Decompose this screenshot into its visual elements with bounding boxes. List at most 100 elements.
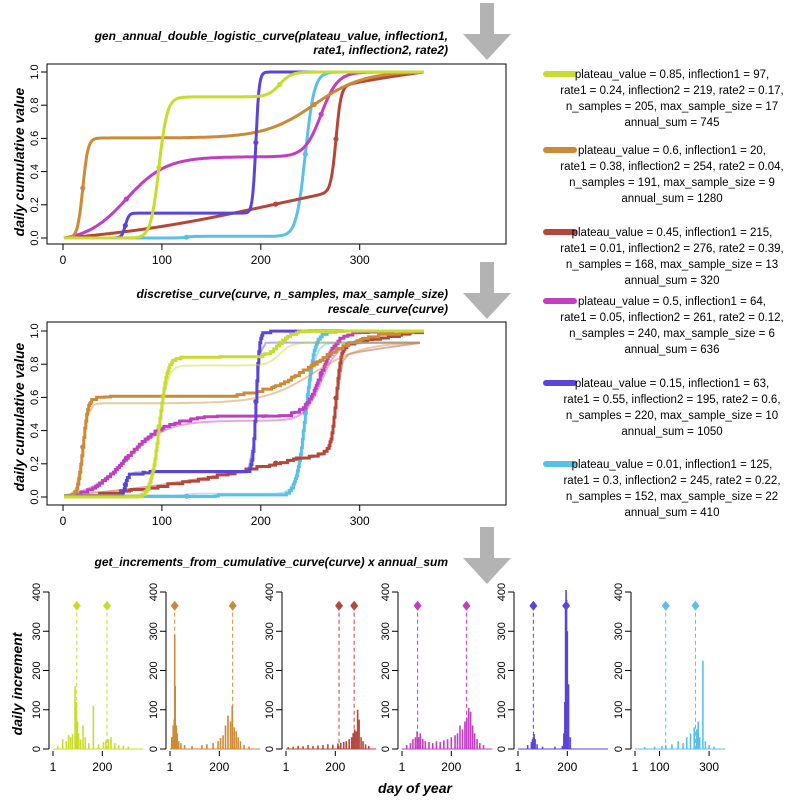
middle-unscaled-curve-1: [64, 341, 420, 497]
increment-y-tick-label: 200: [264, 661, 276, 679]
increment-y-tick-label: 300: [148, 622, 160, 640]
top-inflection-marker: [253, 139, 259, 146]
middle-unscaled-curve-5: [64, 341, 420, 497]
legend-text-line: annual_sum = 410: [625, 507, 720, 519]
arrow-middle: [463, 262, 511, 319]
increment-y-tick-label: 200: [148, 661, 160, 679]
undefined-x-tick-label: 0: [60, 514, 67, 528]
middle-inflection-marker: [302, 410, 308, 416]
increment-inflection-marker: [691, 600, 700, 611]
legend-item-2: plateau_value = 0.6, inflection1 = 20, ra…: [543, 145, 784, 205]
undefined-y-tick-label: 0.8: [29, 98, 41, 113]
middle-step-curve-2: [64, 329, 424, 499]
increment-subplot-3: 0 100 200 300 400 1 200: [264, 583, 377, 774]
top-inflection-marker: [302, 151, 308, 157]
middle-panel-title-line1: discretise_curve(curve, n_samples, max_s…: [136, 287, 448, 301]
increment-subplot-1: 0 100 200 300 400 1 200: [31, 583, 144, 774]
middle-step-curve-4: [64, 329, 424, 499]
increment-y-tick-label: 400: [613, 583, 625, 601]
undefined-y-tick-label: 0.8: [29, 357, 41, 372]
increment-y-tick-label: 300: [496, 622, 508, 640]
increment-y-tick-label: 100: [380, 701, 392, 719]
increment-inflection-marker: [462, 600, 471, 611]
middle-inflection-marker: [80, 444, 86, 450]
top-inflection-marker: [311, 101, 317, 108]
legend-text-line: annual_sum = 745: [625, 117, 720, 129]
legend-text-line: annual_sum = 1050: [621, 426, 722, 438]
legend: plateau_value = 0.85, inflection1 = 97, r…: [543, 69, 784, 519]
undefined-y-tick-label: 0.2: [29, 456, 41, 471]
increment-inflection-marker: [335, 600, 344, 611]
undefined-y-tick-label: 0.4: [29, 423, 41, 438]
increment-inflection-marker: [562, 600, 571, 611]
increment-y-tick-label: 400: [148, 583, 160, 601]
increment-y-tick-label: 400: [31, 583, 43, 601]
middle-inflection-marker: [253, 398, 259, 405]
top-curve-2: [64, 70, 424, 240]
top-inflection-marker: [123, 196, 129, 202]
increment-x-tick-label: 1: [167, 760, 174, 774]
legend-text-line: rate1 = 0.05, inflection2 = 261, rate2 =…: [560, 312, 783, 324]
middle-step-curve-1: [64, 329, 424, 499]
middle-panel-y-label: daily cumulative value: [11, 342, 27, 491]
increment-inflection-marker: [228, 600, 237, 611]
legend-text-line: plateau_value = 0.15, inflection1 = 63,: [575, 378, 769, 390]
legend-text-line: n_samples = 205, max_sample_size = 17: [566, 101, 778, 113]
legend-text-line: annual_sum = 1280: [621, 193, 722, 205]
legend-text-line: n_samples = 240, max_sample_size = 6: [569, 328, 775, 340]
arrow-top: [463, 3, 511, 60]
increment-inflection-marker: [529, 600, 538, 611]
increment-y-tick-label: 300: [264, 622, 276, 640]
arrow-bottom: [463, 527, 511, 584]
increment-y-tick-label: 0: [613, 746, 625, 752]
legend-text-line: rate1 = 0.38, inflection2 = 254, rate2 =…: [560, 161, 783, 173]
undefined-x-tick-label: 100: [152, 253, 172, 267]
top-inflection-marker: [277, 81, 283, 88]
increment-y-tick-label: 0: [31, 746, 43, 752]
increment-y-tick-label: 100: [148, 701, 160, 719]
top-inflection-marker: [184, 234, 190, 240]
top-inflection-marker: [273, 201, 279, 207]
legend-item-1: plateau_value = 0.85, inflection1 = 97, r…: [543, 69, 784, 129]
increment-x-tick-label: 200: [209, 760, 229, 774]
middle-panel-title-line2: rescale_curve(curve): [328, 302, 448, 316]
legend-text-line: plateau_value = 0.01, inflection1 = 125,: [572, 459, 773, 471]
increment-x-tick-label: 300: [699, 760, 719, 774]
increment-x-tick-label: 200: [92, 760, 112, 774]
legend-item-5: plateau_value = 0.15, inflection1 = 63, r…: [543, 378, 781, 438]
increment-x-tick-label: 1: [515, 760, 522, 774]
legend-text-line: n_samples = 191, max_sample_size = 9: [569, 177, 775, 189]
middle-inflection-marker: [318, 370, 324, 376]
middle-unscaled-curve-2: [63, 341, 421, 497]
undefined-y-tick-label: 1.0: [29, 323, 41, 338]
increment-subplot-4: 0 100 200 300 400 1 200: [380, 583, 493, 774]
legend-text-line: rate1 = 0.3, inflection2 = 245, rate2 = …: [563, 475, 780, 487]
legend-text-line: n_samples = 152, max_sample_size = 22: [566, 491, 778, 503]
legend-text-line: annual_sum = 636: [625, 344, 720, 356]
increment-y-tick-label: 300: [31, 622, 43, 640]
top-panel-plot: 0.0 0.2 0.4 0.6 0.8 1.0 0 100 200 300: [29, 63, 507, 267]
middle-inflection-marker: [311, 360, 317, 367]
undefined-y-tick-label: 0.0: [29, 230, 41, 245]
legend-text-line: rate1 = 0.01, inflection2 = 276, rate2 =…: [560, 243, 783, 255]
increment-x-tick-label: 200: [557, 760, 577, 774]
increment-y-tick-label: 0: [264, 746, 276, 752]
increment-subplot-6: 0 100 200 300 400 1 100 300: [613, 583, 726, 774]
increment-subplot-5: 0 100 200 300 400 1 200: [496, 583, 609, 774]
increment-x-tick-label: 200: [325, 760, 345, 774]
increment-subplot-2: 0 100 200 300 400 1 200: [148, 583, 261, 774]
bottom-panel-title: get_increments_from_cumulative_curve(cur…: [94, 555, 449, 569]
middle-inflection-marker: [184, 493, 190, 499]
increment-x-tick-label: 200: [441, 760, 461, 774]
top-inflection-marker: [318, 111, 324, 117]
increment-inflection-marker: [103, 600, 112, 611]
increment-y-tick-label: 0: [148, 746, 160, 752]
middle-panel-plot: 0.0 0.2 0.4 0.6 0.8 1.0 0 100 200 300: [29, 321, 507, 528]
undefined-y-tick-label: 0.6: [29, 131, 41, 146]
undefined-x-tick-label: 300: [350, 514, 370, 528]
legend-text-line: rate1 = 0.55, inflection2 = 195, rate2 =…: [563, 394, 780, 406]
middle-inflection-marker: [273, 460, 279, 466]
legend-text-line: rate1 = 0.24, inflection2 = 219, rate2 =…: [560, 85, 783, 97]
